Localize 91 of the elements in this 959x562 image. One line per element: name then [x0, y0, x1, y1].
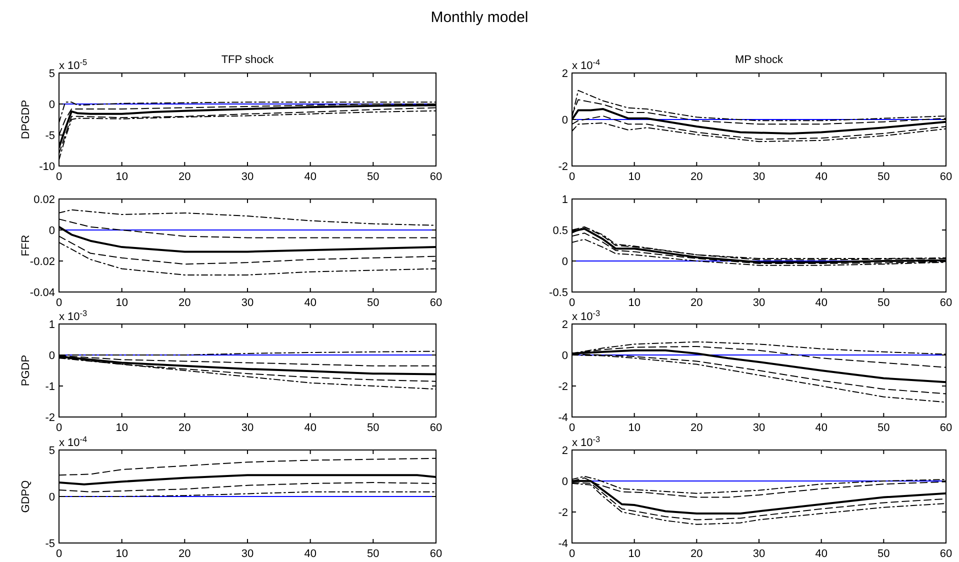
- x-tick-label: 30: [752, 422, 766, 434]
- x-tick-label: 60: [430, 548, 442, 560]
- y-tick-label: 0.02: [34, 194, 55, 206]
- y-tick-label: 0: [48, 350, 55, 362]
- y-tick-label: 0: [48, 492, 55, 504]
- y-axis-title: PGDP: [20, 354, 32, 386]
- x-tick-label: 30: [241, 297, 254, 309]
- x-tick-label: 40: [815, 171, 828, 183]
- x-tick-label: 40: [304, 548, 316, 560]
- x-tick-label: 40: [815, 297, 828, 309]
- x-tick-label: 50: [878, 171, 890, 183]
- text: Monthly model: [430, 9, 528, 26]
- chart-title: MP shock: [734, 54, 784, 66]
- x-tick-label: 20: [690, 171, 703, 183]
- y-tick-label: 0: [48, 99, 55, 111]
- y-tick-label: -2: [45, 412, 55, 424]
- y-tick-label: 0: [562, 350, 568, 362]
- x-tick-label: 20: [690, 297, 703, 309]
- y-tick-label: 2: [562, 319, 568, 331]
- y-axis-title: DPGDP: [20, 100, 32, 140]
- text: x 10$^{-4}$: [572, 58, 601, 72]
- y-tick-label: -4: [558, 412, 568, 424]
- y-axis-title: GDPQ: [20, 480, 32, 513]
- x-tick-label: 10: [116, 171, 128, 183]
- x-tick-label: 50: [878, 548, 890, 560]
- x-tick-label: 10: [116, 297, 128, 309]
- x-tick-label: 20: [178, 422, 191, 434]
- y-tick-label: 1: [48, 319, 55, 331]
- x-tick-label: 30: [241, 171, 254, 183]
- chart-title: TFP shock: [221, 54, 274, 66]
- y-tick-label: -5: [45, 130, 55, 142]
- x-tick-label: 20: [178, 171, 191, 183]
- text: x 10$^{-5}$: [59, 58, 88, 72]
- y-tick-label: -5: [45, 538, 55, 550]
- x-tick-label: 10: [628, 297, 640, 309]
- x-tick-label: 10: [116, 422, 128, 434]
- x-tick-label: 50: [878, 297, 890, 309]
- x-tick-label: 10: [628, 171, 640, 183]
- y-tick-label: 0: [562, 256, 568, 268]
- x-tick-label: 50: [367, 422, 380, 434]
- y-tick-label: -0.5: [549, 287, 568, 299]
- x-tick-label: 40: [304, 422, 316, 434]
- x-tick-label: 40: [815, 548, 828, 560]
- y-tick-label: -0.04: [30, 287, 55, 299]
- y-tick-label: -2: [558, 161, 568, 173]
- y-tick-label: -2: [558, 507, 568, 519]
- y-tick-label: -2: [558, 381, 568, 393]
- x-tick-label: 60: [940, 422, 952, 434]
- x-tick-label: 60: [430, 297, 442, 309]
- y-tick-label: 0: [562, 476, 568, 488]
- x-tick-label: 30: [752, 171, 766, 183]
- x-tick-label: 60: [430, 171, 442, 183]
- x-tick-label: 20: [690, 422, 703, 434]
- text: x 10$^{-3}$: [572, 308, 601, 323]
- x-tick-label: 30: [241, 422, 254, 434]
- x-tick-label: 50: [367, 548, 380, 560]
- x-tick-label: 50: [367, 297, 380, 309]
- y-tick-label: 1: [562, 194, 568, 206]
- x-tick-label: 50: [367, 171, 380, 183]
- x-tick-label: 60: [940, 171, 952, 183]
- y-tick-label: -10: [39, 161, 55, 173]
- text: x 10$^{-4}$: [59, 434, 88, 449]
- y-tick-label: -4: [558, 538, 568, 550]
- x-tick-label: 30: [241, 548, 254, 560]
- x-tick-label: 30: [752, 548, 766, 560]
- y-tick-label: 2: [562, 445, 568, 457]
- text: x 10$^{-3}$: [572, 434, 601, 449]
- text: x 10$^{-3}$: [59, 308, 88, 323]
- x-tick-label: 20: [690, 548, 703, 560]
- y-tick-label: 0: [48, 225, 55, 237]
- x-tick-label: 60: [940, 548, 952, 560]
- x-tick-label: 60: [940, 297, 952, 309]
- x-tick-label: 40: [815, 422, 828, 434]
- y-tick-label: 2: [562, 68, 568, 80]
- x-tick-label: 60: [430, 422, 442, 434]
- y-axis-title: FFR: [20, 234, 32, 256]
- x-tick-label: 20: [178, 548, 191, 560]
- x-tick-label: 20: [178, 297, 191, 309]
- x-tick-label: 10: [628, 422, 640, 434]
- x-tick-label: 40: [304, 171, 316, 183]
- x-tick-label: 10: [116, 548, 128, 560]
- y-tick-label: 5: [48, 68, 55, 80]
- y-tick-label: 0.5: [552, 225, 568, 237]
- x-tick-label: 30: [752, 297, 766, 309]
- x-tick-label: 10: [628, 548, 640, 560]
- y-tick-label: -0.02: [30, 256, 55, 268]
- y-tick-label: 5: [48, 445, 55, 457]
- y-tick-label: 0: [562, 114, 568, 126]
- x-tick-label: 50: [878, 422, 890, 434]
- x-tick-label: 40: [304, 297, 316, 309]
- y-tick-label: -1: [45, 381, 55, 393]
